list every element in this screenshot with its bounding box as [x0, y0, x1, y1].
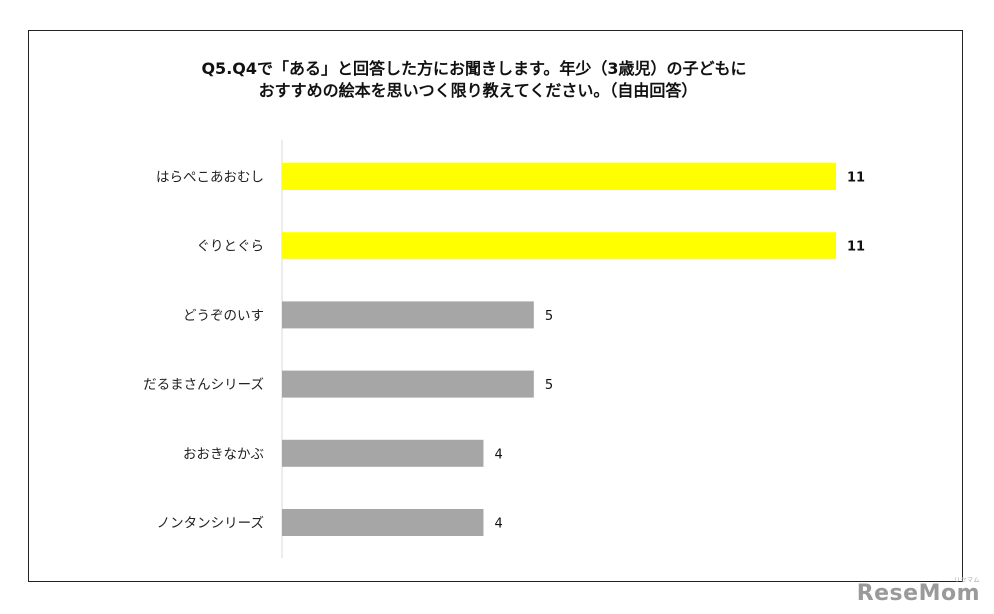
bar — [282, 439, 484, 467]
watermark-subtext: リセマム — [953, 577, 980, 584]
chart-title-line2: おすすめの絵本を思いつく限り教えてください。（自由回答） — [258, 81, 698, 100]
value-label: 5 — [545, 309, 553, 324]
watermark-text: ReseMom — [856, 581, 980, 606]
bar — [282, 232, 836, 260]
value-label: 11 — [847, 171, 865, 186]
value-label: 5 — [545, 378, 553, 393]
category-label: はらぺこあおむし — [156, 170, 264, 186]
bar — [282, 370, 534, 398]
category-label: ノンタンシリーズ — [157, 516, 264, 532]
bar — [282, 509, 484, 536]
category-label: おおきなかぶ — [183, 446, 264, 462]
bar — [282, 163, 836, 190]
value-label: 4 — [494, 517, 502, 532]
resemom-logo: ReseMom リセマム — [856, 577, 980, 606]
chart-title: Q5.Q4で「ある」と回答した方にお聞きします。年少（3歳児）の子どもに おすす… — [0, 58, 994, 102]
chart-title-line1: Q5.Q4で「ある」と回答した方にお聞きします。年少（3歳児）の子どもに — [201, 59, 747, 78]
category-label: ぐりとぐら — [197, 239, 265, 255]
value-label: 4 — [494, 447, 502, 462]
category-label: どうぞのいす — [183, 308, 264, 324]
bars-group: はらぺこあおむし 11 ぐりとぐら 11 どうぞのいす 5 だるまさんシリーズ 5 おおきなかぶ… — [143, 163, 865, 536]
bar — [282, 301, 534, 329]
category-label: だるまさんシリーズ — [143, 377, 264, 393]
value-label: 11 — [847, 240, 865, 255]
